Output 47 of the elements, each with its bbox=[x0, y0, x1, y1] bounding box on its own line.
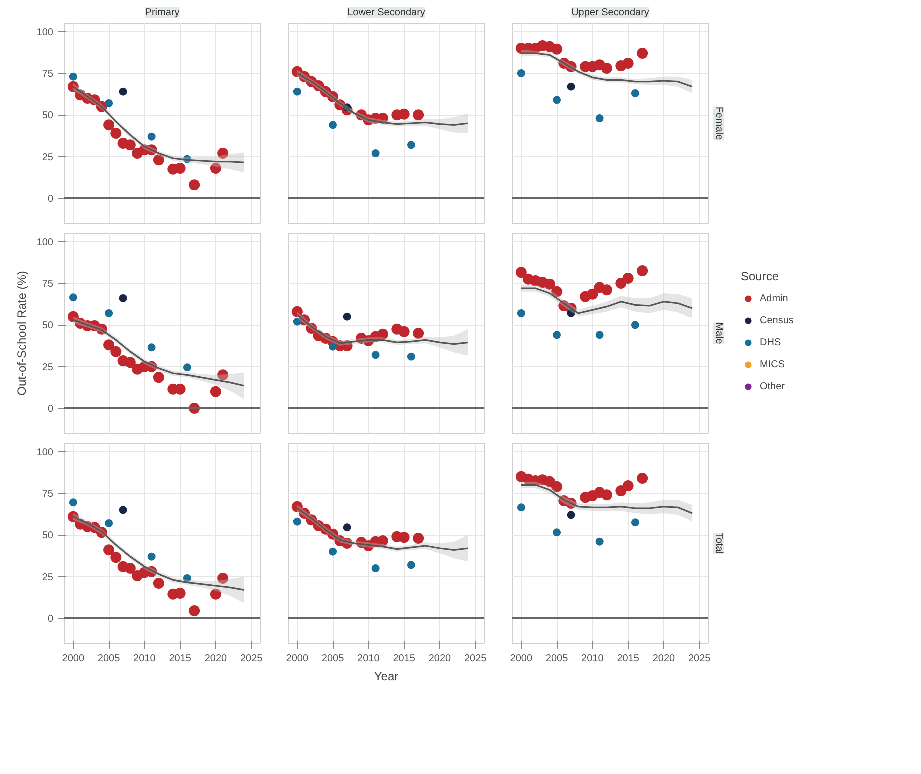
y-tick-label: 50 bbox=[42, 320, 54, 332]
x-tick-label: 2015 bbox=[617, 654, 640, 664]
x-tick-label: 2000 bbox=[286, 654, 309, 664]
y-tick-label: 0 bbox=[48, 614, 54, 625]
x-tick-label: 2000 bbox=[62, 654, 85, 664]
x-tick-label: 2020 bbox=[204, 654, 228, 664]
chart-title: Upper Secondary bbox=[572, 8, 650, 18]
chart-title: Lower Secondary bbox=[348, 8, 426, 18]
text: Female bbox=[714, 106, 724, 141]
y-tick-label: 0 bbox=[48, 194, 54, 205]
x-tick-label: 2005 bbox=[322, 654, 345, 664]
x-axis-title: Year bbox=[374, 670, 399, 684]
legend-label: Other bbox=[760, 380, 786, 394]
y-tick-label: 50 bbox=[42, 110, 54, 122]
x-tick-label: 2025 bbox=[688, 654, 712, 664]
y-tick-label: 25 bbox=[42, 152, 54, 164]
y-tick-label: 100 bbox=[36, 447, 54, 458]
text: Total bbox=[714, 532, 724, 554]
x-tick-label: 2020 bbox=[428, 654, 452, 664]
legend-label: Census bbox=[760, 314, 794, 328]
x-tick-label: 2025 bbox=[464, 654, 488, 664]
y-tick-label: 0 bbox=[48, 404, 54, 415]
y-tick-label: 100 bbox=[36, 237, 54, 248]
y-tick-label: 25 bbox=[42, 572, 54, 584]
legend-label: DHS bbox=[760, 336, 782, 350]
y-axis-title: Out-of-School Rate (%) bbox=[14, 271, 29, 396]
x-tick-label: 2010 bbox=[134, 654, 156, 664]
y-tick-label: 75 bbox=[42, 69, 54, 80]
x-tick-label: 2015 bbox=[169, 654, 192, 664]
x-tick-label: 2015 bbox=[393, 654, 416, 664]
x-tick-label: 2000 bbox=[510, 654, 533, 664]
text: Male bbox=[714, 322, 724, 345]
legend-title: Source bbox=[741, 270, 780, 284]
y-tick-label: 100 bbox=[36, 27, 54, 38]
legend-label: Admin bbox=[760, 292, 788, 306]
y-tick-label: 50 bbox=[42, 530, 54, 542]
y-tick-label: 25 bbox=[42, 362, 54, 374]
x-tick-label: 2020 bbox=[652, 654, 676, 664]
legend-label: MICS bbox=[760, 358, 785, 372]
y-tick-label: 75 bbox=[42, 489, 54, 500]
x-tick-label: 2005 bbox=[98, 654, 121, 664]
x-tick-label: 2025 bbox=[240, 654, 264, 664]
y-tick-label: 75 bbox=[42, 279, 54, 290]
x-tick-label: 2005 bbox=[546, 654, 569, 664]
chart-title: Primary bbox=[145, 8, 180, 18]
x-tick-label: 2010 bbox=[582, 654, 604, 664]
x-tick-label: 2010 bbox=[358, 654, 380, 664]
